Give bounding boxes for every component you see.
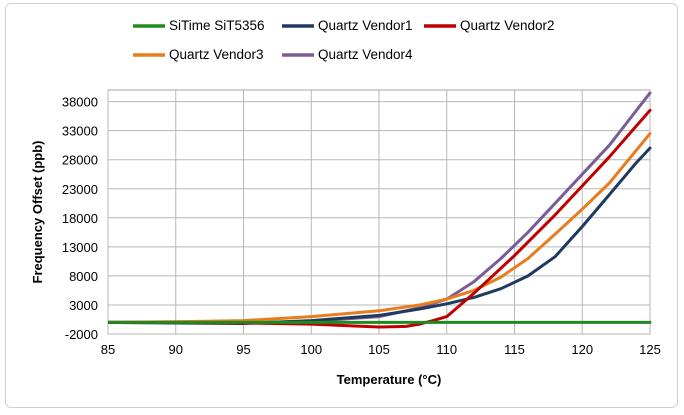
- y-tick-label: 3000: [69, 298, 98, 313]
- x-tick-label: 115: [504, 342, 525, 357]
- x-tick-label: 90: [169, 342, 183, 357]
- x-tick-label: 110: [436, 342, 457, 357]
- y-tick-label: -2000: [65, 327, 98, 342]
- x-tick-label: 105: [368, 342, 390, 357]
- x-tick-label: 100: [300, 342, 322, 357]
- legend-label: Quartz Vendor3: [169, 47, 264, 62]
- chart-frame: 85 90 95 100 105 110 115 120 125 -2000 3000 8000 130…: [5, 3, 678, 408]
- y-tick-label: 8000: [69, 269, 98, 284]
- series-line-quartz-vendor3: [108, 132, 652, 324]
- legend-label: Quartz Vendor1: [318, 18, 413, 33]
- x-axis-label: Temperature (°C): [337, 372, 442, 387]
- legend-label: Quartz Vendor4: [318, 47, 413, 62]
- y-tick-label: 23000: [62, 182, 98, 197]
- x-tick-label: 120: [571, 342, 593, 357]
- y-tick-label: 18000: [62, 211, 98, 226]
- y-tick-label: 33000: [62, 124, 98, 139]
- y-tick-label: 13000: [62, 240, 98, 255]
- x-tick-label: 95: [236, 342, 250, 357]
- y-tick-label: 28000: [62, 153, 98, 168]
- x-tick-label: 125: [639, 342, 661, 357]
- legend-label: Quartz Vendor2: [460, 18, 555, 33]
- y-axis-label: Frequency Offset (ppb): [30, 140, 45, 283]
- x-tick-label: 85: [101, 342, 115, 357]
- legend-label: SiTime SiT5356: [169, 18, 265, 33]
- line-chart: 85 90 95 100 105 110 115 120 125 -2000 3000 8000 130…: [30, 18, 661, 387]
- y-tick-label: 38000: [62, 95, 98, 110]
